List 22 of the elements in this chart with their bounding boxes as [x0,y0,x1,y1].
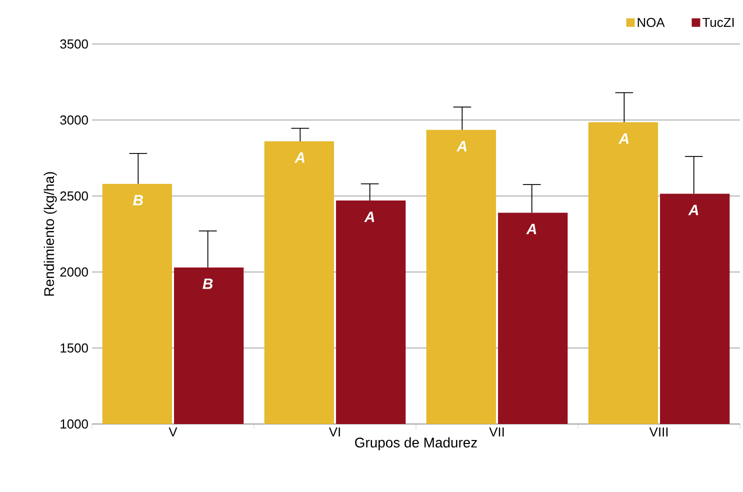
data-label: A [456,141,466,152]
legend-label: NOA [638,18,665,28]
data-label: A [294,152,304,163]
data-label: A [618,133,628,144]
x-tick-label: VI [328,428,340,436]
y-axis-title: Rendimiento (kg/ha) [44,172,57,296]
data-label: A [526,224,536,234]
y-tick-label: 2000 [60,267,88,277]
data-label: A [688,204,698,216]
y-tick-label: 2500 [60,191,88,201]
y-tick-label: 3500 [60,39,88,49]
y-tick-label: 1500 [60,343,88,353]
x-tick-label: VII [489,428,504,436]
data-label: A [364,212,374,222]
x-tick-label: VIII [649,428,668,436]
y-tick-label: 3000 [60,115,88,125]
data-label: B [133,194,144,206]
legend-label: TucZI [702,18,734,27]
x-axis-title: Grupos de Madurez [355,437,477,450]
y-tick-label: 1000 [60,419,88,429]
data-label: B [202,278,213,289]
x-tick-label: V [168,428,178,436]
